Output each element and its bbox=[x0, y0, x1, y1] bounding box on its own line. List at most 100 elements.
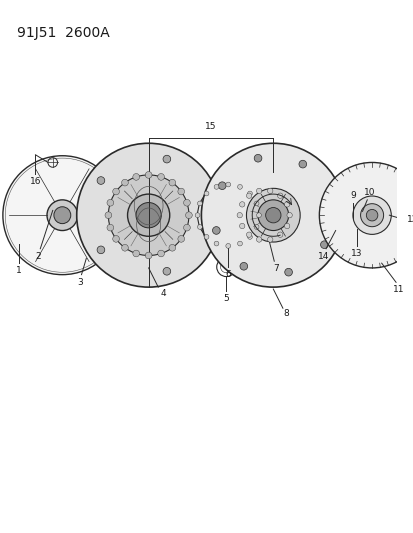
Circle shape bbox=[284, 268, 292, 276]
Text: 11: 11 bbox=[392, 285, 404, 294]
Circle shape bbox=[195, 213, 199, 217]
Text: 14: 14 bbox=[317, 252, 328, 261]
Circle shape bbox=[76, 143, 220, 287]
Circle shape bbox=[331, 207, 348, 224]
Circle shape bbox=[254, 201, 259, 206]
Circle shape bbox=[178, 236, 184, 242]
Circle shape bbox=[157, 250, 164, 257]
Circle shape bbox=[214, 202, 241, 229]
Text: 13: 13 bbox=[350, 249, 362, 258]
Circle shape bbox=[203, 212, 211, 219]
Circle shape bbox=[298, 160, 306, 168]
Circle shape bbox=[183, 224, 190, 231]
Circle shape bbox=[286, 213, 292, 218]
Circle shape bbox=[112, 188, 119, 195]
Circle shape bbox=[169, 245, 175, 251]
Circle shape bbox=[157, 174, 164, 180]
Circle shape bbox=[352, 196, 390, 235]
Circle shape bbox=[254, 206, 274, 225]
Circle shape bbox=[197, 184, 258, 246]
Text: 10: 10 bbox=[363, 188, 375, 197]
Circle shape bbox=[358, 223, 366, 231]
Circle shape bbox=[318, 163, 413, 268]
Circle shape bbox=[284, 201, 289, 207]
Circle shape bbox=[163, 155, 170, 163]
Circle shape bbox=[178, 188, 184, 195]
Text: 4: 4 bbox=[160, 289, 166, 298]
Circle shape bbox=[256, 213, 261, 217]
Circle shape bbox=[121, 179, 128, 186]
Circle shape bbox=[47, 200, 78, 231]
Circle shape bbox=[108, 175, 188, 255]
Circle shape bbox=[246, 193, 251, 198]
Circle shape bbox=[183, 199, 190, 206]
Circle shape bbox=[107, 224, 114, 231]
Circle shape bbox=[197, 224, 202, 229]
Text: 16: 16 bbox=[30, 177, 41, 186]
Circle shape bbox=[349, 208, 363, 222]
Circle shape bbox=[284, 223, 289, 229]
Text: 5: 5 bbox=[223, 294, 229, 303]
Circle shape bbox=[360, 204, 383, 227]
Text: 8: 8 bbox=[283, 310, 289, 319]
Circle shape bbox=[133, 174, 139, 180]
Circle shape bbox=[214, 241, 218, 246]
Circle shape bbox=[145, 252, 152, 259]
Circle shape bbox=[225, 182, 230, 187]
Circle shape bbox=[237, 213, 242, 218]
Circle shape bbox=[256, 188, 261, 193]
Circle shape bbox=[246, 188, 299, 242]
Circle shape bbox=[121, 245, 128, 251]
Circle shape bbox=[145, 172, 152, 178]
Circle shape bbox=[324, 200, 355, 231]
Circle shape bbox=[204, 235, 209, 239]
Text: 12: 12 bbox=[406, 215, 413, 224]
Circle shape bbox=[239, 201, 244, 207]
Circle shape bbox=[97, 246, 104, 254]
Circle shape bbox=[54, 207, 71, 224]
Circle shape bbox=[239, 190, 289, 240]
Text: 15: 15 bbox=[205, 123, 216, 132]
Circle shape bbox=[204, 191, 209, 196]
Circle shape bbox=[185, 212, 192, 219]
Circle shape bbox=[240, 262, 247, 270]
Text: 2: 2 bbox=[36, 252, 41, 261]
Circle shape bbox=[257, 200, 288, 231]
Circle shape bbox=[105, 212, 112, 219]
Circle shape bbox=[366, 209, 377, 221]
Text: 7: 7 bbox=[273, 264, 278, 273]
Circle shape bbox=[201, 143, 344, 287]
Text: 3: 3 bbox=[78, 278, 83, 287]
Circle shape bbox=[256, 237, 261, 242]
Circle shape bbox=[247, 191, 252, 196]
Circle shape bbox=[112, 236, 119, 242]
Circle shape bbox=[135, 203, 161, 228]
Text: 9: 9 bbox=[349, 191, 355, 199]
Circle shape bbox=[107, 199, 114, 206]
Circle shape bbox=[237, 241, 242, 246]
Circle shape bbox=[212, 227, 220, 235]
Circle shape bbox=[214, 184, 218, 189]
Circle shape bbox=[239, 223, 244, 229]
Circle shape bbox=[347, 235, 357, 244]
Circle shape bbox=[3, 156, 121, 274]
Circle shape bbox=[225, 244, 230, 248]
Circle shape bbox=[218, 182, 225, 190]
Circle shape bbox=[163, 268, 170, 275]
Circle shape bbox=[237, 184, 242, 189]
Circle shape bbox=[267, 237, 272, 242]
Circle shape bbox=[127, 194, 169, 236]
Circle shape bbox=[326, 196, 333, 204]
Text: 1: 1 bbox=[16, 266, 22, 276]
Circle shape bbox=[97, 177, 104, 184]
Circle shape bbox=[320, 241, 328, 248]
Circle shape bbox=[247, 235, 252, 239]
Bar bbox=[325, 204, 359, 227]
Text: 6: 6 bbox=[225, 270, 230, 279]
Circle shape bbox=[246, 232, 251, 237]
Circle shape bbox=[169, 179, 175, 186]
Circle shape bbox=[265, 207, 280, 223]
Circle shape bbox=[267, 188, 272, 193]
Circle shape bbox=[254, 224, 259, 229]
Bar bbox=[287, 208, 330, 222]
